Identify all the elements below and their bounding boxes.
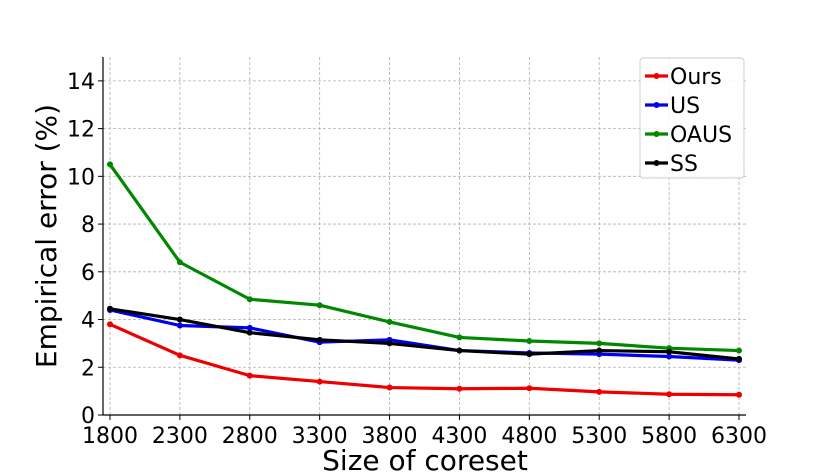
legend-marker-ss [653, 160, 660, 166]
legend-label-oaus: OAUS [670, 123, 732, 148]
grid [103, 57, 746, 416]
data-point-ours [386, 384, 393, 391]
data-point-oaus [246, 296, 253, 303]
series-line-ours [109, 322, 740, 397]
x-tick-label: 6300 [711, 424, 767, 449]
x-tick-label: 3800 [362, 424, 418, 449]
data-point-ours [526, 385, 533, 392]
series-line-oaus [108, 163, 740, 353]
series-lines [107, 161, 742, 398]
data-point-ss [736, 355, 742, 362]
x-tick-label: 4300 [431, 424, 487, 449]
y-tick-label: 2 [81, 356, 95, 381]
y-tick-label: 8 [81, 213, 95, 238]
y-tick-label: 6 [81, 261, 95, 286]
y-axis-label: Empirical error (%) [30, 104, 63, 368]
data-point-us [246, 324, 253, 331]
data-point-oaus [596, 340, 603, 347]
y-ticks: 0 2 4 6 8 10 12 14 [67, 70, 103, 429]
data-point-ours [666, 391, 673, 398]
data-point-ss [246, 329, 253, 336]
data-point-us [176, 322, 183, 329]
data-point-oaus [526, 338, 533, 345]
y-tick-label: 0 [81, 404, 95, 429]
data-point-ours [176, 352, 183, 359]
data-point-ours [596, 388, 603, 395]
data-point-ours [316, 378, 323, 385]
series-line-ss [109, 307, 740, 361]
data-point-oaus [736, 347, 742, 354]
data-point-ours [246, 372, 253, 379]
x-ticks: 1800 2300 2800 3300 3800 4300 4800 5300 5800 6300 [82, 415, 767, 449]
data-point-ss [107, 305, 113, 312]
data-point-oaus [456, 334, 463, 341]
data-point-ss [666, 348, 673, 355]
y-tick-label: 12 [67, 118, 95, 143]
data-point-oaus [107, 161, 113, 168]
y-tick-label: 14 [67, 70, 95, 95]
data-point-ours [107, 321, 113, 328]
x-tick-label: 5800 [641, 424, 697, 449]
data-point-ours [456, 385, 463, 392]
legend-label-us: US [670, 94, 700, 119]
data-point-ss [316, 336, 323, 343]
legend-marker-us [653, 102, 660, 108]
legend-label-ours: Ours [670, 65, 722, 90]
data-point-ours [736, 391, 742, 398]
x-tick-label: 1800 [82, 424, 138, 449]
legend-marker-ours [653, 73, 660, 79]
data-point-ss [596, 347, 603, 354]
x-tick-label: 3300 [292, 424, 348, 449]
y-tick-label: 4 [81, 309, 95, 334]
data-point-ss [526, 351, 533, 358]
data-point-oaus [176, 259, 183, 266]
legend-marker-oaus [653, 131, 660, 137]
legend-frame [639, 57, 745, 179]
data-point-ss [456, 347, 463, 354]
y-tick-label: 10 [67, 165, 95, 190]
x-tick-label: 4800 [501, 424, 557, 449]
x-axis-label: Size of coreset [322, 444, 528, 475]
data-point-us [666, 353, 673, 360]
data-point-oaus [316, 302, 323, 309]
axes [102, 57, 746, 416]
x-tick-label: 2300 [152, 424, 208, 449]
legend: Ours US OAUS SS [639, 57, 745, 179]
x-tick-label: 5300 [571, 424, 627, 449]
data-point-ss [176, 316, 183, 323]
legend-label-ss: SS [670, 152, 698, 177]
x-tick-label: 2800 [222, 424, 278, 449]
data-point-oaus [386, 318, 393, 325]
data-point-ss [386, 340, 393, 347]
